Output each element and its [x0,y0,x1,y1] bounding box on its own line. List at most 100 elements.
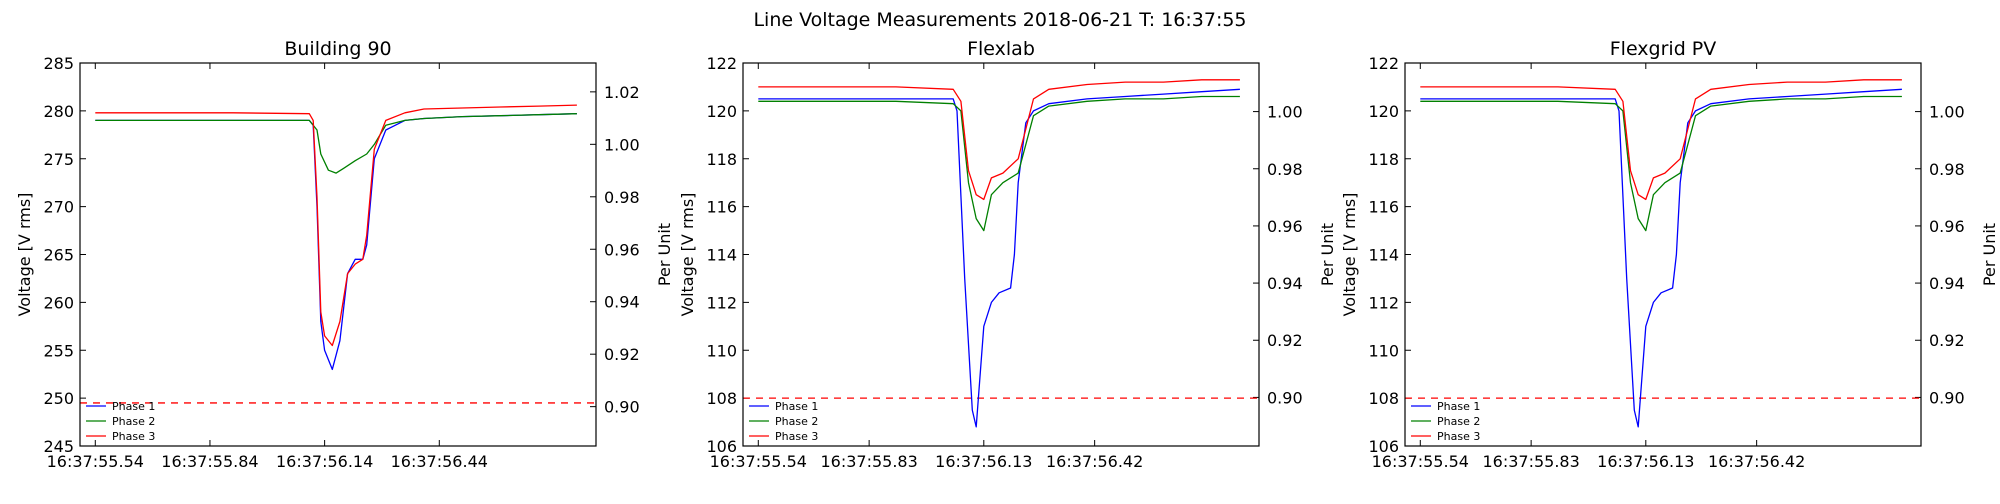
y2-tick-label: 0.92 [604,345,640,364]
x-tick-label: 16:37:56.42 [1708,452,1805,471]
y2-tick-label: 0.90 [604,398,640,417]
x-tick-label: 16:37:55.83 [1482,452,1579,471]
y-tick-label: 245 [43,437,74,456]
chart-building-90: Building 90 245 250 255 260 265 270 275 280 285 0.… [15,38,674,471]
x-tick-label: 16:37:56.44 [391,452,488,471]
y2-tick-label: 0.94 [604,293,640,312]
y-tick-label: 106 [1368,437,1399,456]
y2-axis-label: Per Unit [1318,223,1337,286]
y-tick-label: 280 [43,102,74,121]
y-tick-label: 265 [43,246,74,265]
series-line-phase-3 [1420,79,1902,201]
figure-title: Line Voltage Measurements 2018-06-21 T: … [753,9,1246,31]
y2-tick-label: 0.92 [1267,331,1303,350]
legend-label: Phase 2 [775,415,818,428]
plot-frame [1404,62,1922,447]
legend-label: Phase 1 [112,400,155,413]
y-axis-label: Voltage [V rms] [678,193,697,317]
y-tick-label: 118 [706,150,737,169]
y-tick-label: 285 [43,54,74,73]
y2-tick-label: 0.98 [1929,160,1965,179]
y-tick-label: 275 [43,150,74,169]
legend-label: Phase 3 [1437,430,1480,443]
chart-title: Flexlab [967,38,1035,60]
series-group [758,79,1240,428]
series-line-phase-1 [95,113,577,371]
legend-label: Phase 1 [1437,400,1480,413]
y-tick-label: 108 [706,389,737,408]
y2-tick-label: 0.90 [1267,388,1303,407]
plot-frame [79,62,597,447]
series-line-phase-3 [95,104,577,347]
y2-tick-label: 1.02 [604,83,640,102]
y2-tick-label: 0.96 [604,240,640,259]
chart-flexlab: Flexlab 106 108 110 112 114 116 118 120 122 0.90 0.… [678,38,1337,471]
legend-label: Phase 2 [1437,415,1480,428]
y2-axis-label: Per Unit [655,223,674,286]
legend-label: Phase 1 [775,400,818,413]
y-tick-label: 250 [43,389,74,408]
series-group [95,104,577,371]
series-line-phase-2 [1420,95,1902,232]
y-tick-label: 120 [706,102,737,121]
y-tick-label: 110 [706,341,737,360]
chart-title: Flexgrid PV [1610,38,1717,60]
x-tick-label: 16:37:56.14 [276,452,373,471]
y-tick-label: 255 [43,341,74,360]
y-tick-label: 116 [706,198,737,217]
legend-label: Phase 3 [112,430,155,443]
x-tick-label: 16:37:56.13 [935,452,1032,471]
y-tick-label: 112 [1368,293,1399,312]
y-tick-label: 108 [1368,389,1399,408]
y2-tick-label: 1.00 [1267,103,1303,122]
legend: Phase 1 Phase 2 Phase 3 [1411,400,1480,443]
x-tick-label: 16:37:56.13 [1597,452,1694,471]
y2-tick-label: 0.96 [1267,217,1303,236]
series-line-phase-1 [1420,88,1902,428]
y-tick-label: 120 [1368,102,1399,121]
x-tick-label: 16:37:55.54 [47,452,144,471]
y2-tick-label: 0.94 [1267,274,1303,293]
series-group [1420,79,1902,428]
legend: Phase 1 Phase 2 Phase 3 [86,400,155,443]
y-tick-label: 110 [1368,341,1399,360]
series-line-phase-2 [95,113,577,174]
y-tick-label: 122 [706,54,737,73]
legend: Phase 1 Phase 2 Phase 3 [749,400,818,443]
y-tick-label: 116 [1368,198,1399,217]
series-line-phase-3 [758,79,1240,201]
chart-title: Building 90 [284,38,391,60]
y2-tick-label: 0.98 [1267,160,1303,179]
y-axis-label: Voltage [V rms] [15,193,34,317]
legend-label: Phase 3 [775,430,818,443]
chart-flexgrid-pv: Flexgrid PV 106 108 110 112 114 116 118 120 122 0.… [1340,38,1999,471]
y2-tick-label: 0.96 [1929,217,1965,236]
y2-axis-label: Per Unit [1980,223,1999,286]
x-tick-label: 16:37:55.83 [820,452,917,471]
legend-label: Phase 2 [112,415,155,428]
x-tick-label: 16:37:56.42 [1046,452,1143,471]
y-tick-label: 114 [1368,246,1399,265]
y-tick-label: 118 [1368,150,1399,169]
y-tick-label: 122 [1368,54,1399,73]
y2-tick-label: 0.94 [1929,274,1965,293]
y2-tick-label: 0.90 [1929,388,1965,407]
y2-tick-label: 0.92 [1929,331,1965,350]
y-tick-label: 270 [43,198,74,217]
series-line-phase-2 [758,95,1240,232]
x-tick-label: 16:37:55.54 [1372,452,1469,471]
series-line-phase-1 [758,88,1240,428]
y2-tick-label: 0.98 [604,188,640,207]
x-tick-label: 16:37:55.54 [710,452,807,471]
y-tick-label: 114 [706,246,737,265]
x-tick-label: 16:37:55.84 [161,452,258,471]
y2-tick-label: 1.00 [1929,103,1965,122]
y-tick-label: 106 [706,437,737,456]
y-tick-label: 260 [43,293,74,312]
y-axis-label: Voltage [V rms] [1340,193,1359,317]
plot-frame [742,62,1260,447]
y2-tick-label: 1.00 [604,135,640,154]
y-tick-label: 112 [706,293,737,312]
